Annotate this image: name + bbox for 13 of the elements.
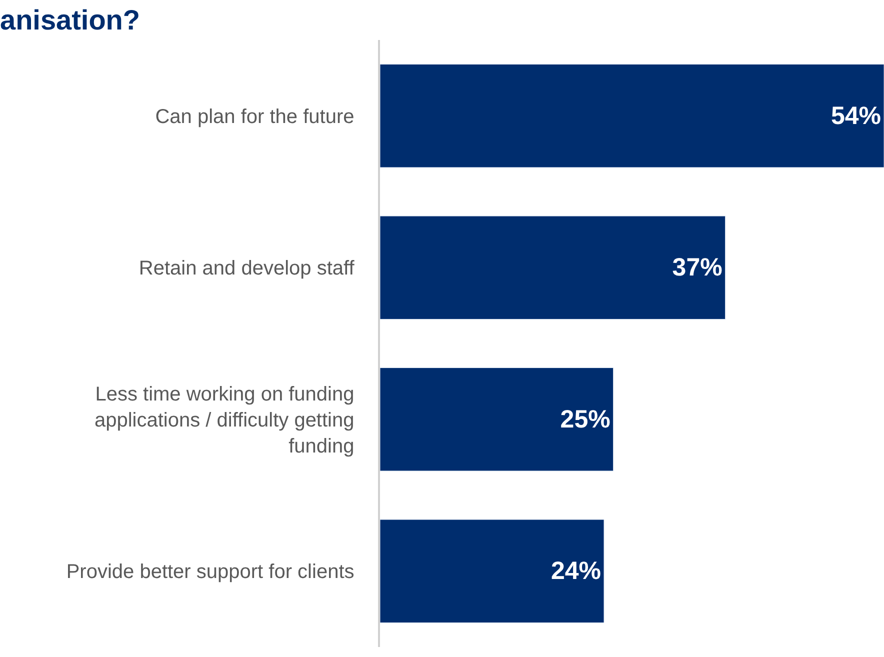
data-label: 25% [560, 405, 610, 434]
data-label: 24% [550, 557, 601, 586]
data-label: 54% [830, 102, 881, 130]
y-tick-label: Can plan for the future [155, 106, 354, 128]
text: anisation? [0, 4, 140, 36]
bar [380, 64, 884, 168]
bar [380, 216, 726, 320]
data-label: 37% [672, 254, 722, 282]
y-tick-label: Retain and develop staff [138, 258, 355, 280]
y-tick-label: Less time working on funding applications / difficulty getting funding [94, 383, 354, 458]
bar [380, 519, 604, 623]
bar [380, 368, 614, 472]
y-tick-label: Provide better support for clients [66, 561, 354, 584]
